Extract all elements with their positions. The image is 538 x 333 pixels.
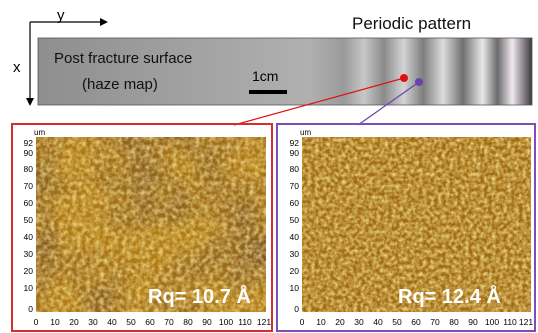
x-tick-label: 110 [503, 317, 517, 327]
x-tick-label: 100 [485, 317, 499, 327]
y-tick-label: 40 [290, 232, 300, 242]
left-connector-line [233, 77, 405, 126]
strip-label-line2: (haze map) [82, 76, 158, 93]
y-tick-label: 30 [290, 249, 300, 259]
haze-map-strip: Post fracture surface (haze map) 1cm [37, 37, 533, 106]
y-tick-label: 92 [290, 138, 300, 148]
y-tick-label: 30 [24, 249, 34, 259]
x-tick-label: 10 [316, 317, 326, 327]
x-tick-label: 10 [50, 317, 60, 327]
y-tick-label: 40 [24, 232, 34, 242]
x-tick-label: 0 [34, 317, 39, 327]
left-marker-dot [400, 74, 408, 82]
y-tick-label: 50 [24, 215, 34, 225]
y-tick-label: 0 [28, 304, 33, 314]
x-tick-label: 30 [354, 317, 364, 327]
x-tick-label: 30 [88, 317, 98, 327]
left-panel-y-ticks: 92 90 80 70 60 50 40 30 20 10 0 [24, 138, 34, 314]
y-tick-label: 80 [24, 164, 34, 174]
y-axis-label: y [57, 7, 65, 24]
y-tick-label: 70 [290, 181, 300, 191]
x-tick-label: 80 [449, 317, 459, 327]
right-panel-y-ticks: 92 90 80 70 60 50 40 30 20 10 0 [290, 138, 300, 314]
left-panel-x-ticks: 0 10 20 30 40 50 60 70 80 90 100 110 121 [34, 317, 272, 327]
y-tick-label: 92 [24, 138, 34, 148]
right-marker-dot [415, 78, 423, 86]
right-connector-line [357, 81, 420, 126]
y-tick-label: 20 [24, 266, 34, 276]
x-tick-label: 40 [107, 317, 117, 327]
y-tick-label: 90 [290, 148, 300, 158]
markers [233, 74, 423, 126]
x-tick-label: 60 [411, 317, 421, 327]
x-tick-label: 121 [519, 317, 533, 327]
x-tick-label: 70 [164, 317, 174, 327]
right-panel-unit: um [300, 128, 311, 137]
x-tick-label: 20 [69, 317, 79, 327]
y-tick-label: 80 [290, 164, 300, 174]
right-panel-x-ticks: 0 10 20 30 40 50 60 70 80 90 100 110 121 [300, 317, 534, 327]
x-tick-label: 100 [219, 317, 233, 327]
axis-indicator: y x [13, 7, 108, 106]
x-tick-label: 20 [335, 317, 345, 327]
x-tick-label: 90 [468, 317, 478, 327]
x-tick-label: 110 [238, 317, 252, 327]
left-panel-unit: um [34, 128, 45, 137]
x-axis-label: x [13, 59, 21, 76]
y-tick-label: 70 [24, 181, 34, 191]
afm-panel-right: um 92 90 80 70 60 50 40 30 20 10 0 0 10 … [276, 123, 536, 332]
right-panel-border [276, 123, 536, 332]
y-tick-label: 50 [290, 215, 300, 225]
x-tick-label: 60 [145, 317, 155, 327]
left-panel-border [11, 123, 273, 332]
scale-bar [249, 90, 287, 94]
scale-bar-label: 1cm [252, 68, 278, 84]
x-tick-label: 121 [257, 317, 271, 327]
afm-panel-left: um 92 90 80 70 60 50 40 30 20 10 0 0 10 … [11, 123, 273, 332]
strip-label-line1: Post fracture surface [54, 50, 192, 67]
x-tick-label: 40 [373, 317, 383, 327]
x-tick-label: 0 [300, 317, 305, 327]
y-tick-label: 10 [290, 283, 300, 293]
y-tick-label: 60 [24, 198, 34, 208]
x-tick-label: 80 [183, 317, 193, 327]
right-roughness-label: Rq= 12.4 Å [398, 284, 501, 308]
y-tick-label: 90 [24, 148, 34, 158]
x-tick-label: 50 [392, 317, 402, 327]
y-tick-label: 60 [290, 198, 300, 208]
y-tick-label: 20 [290, 266, 300, 276]
x-tick-label: 50 [126, 317, 136, 327]
y-tick-label: 0 [294, 304, 299, 314]
figure-title: Periodic pattern [352, 14, 471, 33]
left-roughness-label: Rq= 10.7 Å [148, 284, 251, 308]
x-tick-label: 90 [202, 317, 212, 327]
y-tick-label: 10 [24, 283, 34, 293]
x-tick-label: 70 [430, 317, 440, 327]
